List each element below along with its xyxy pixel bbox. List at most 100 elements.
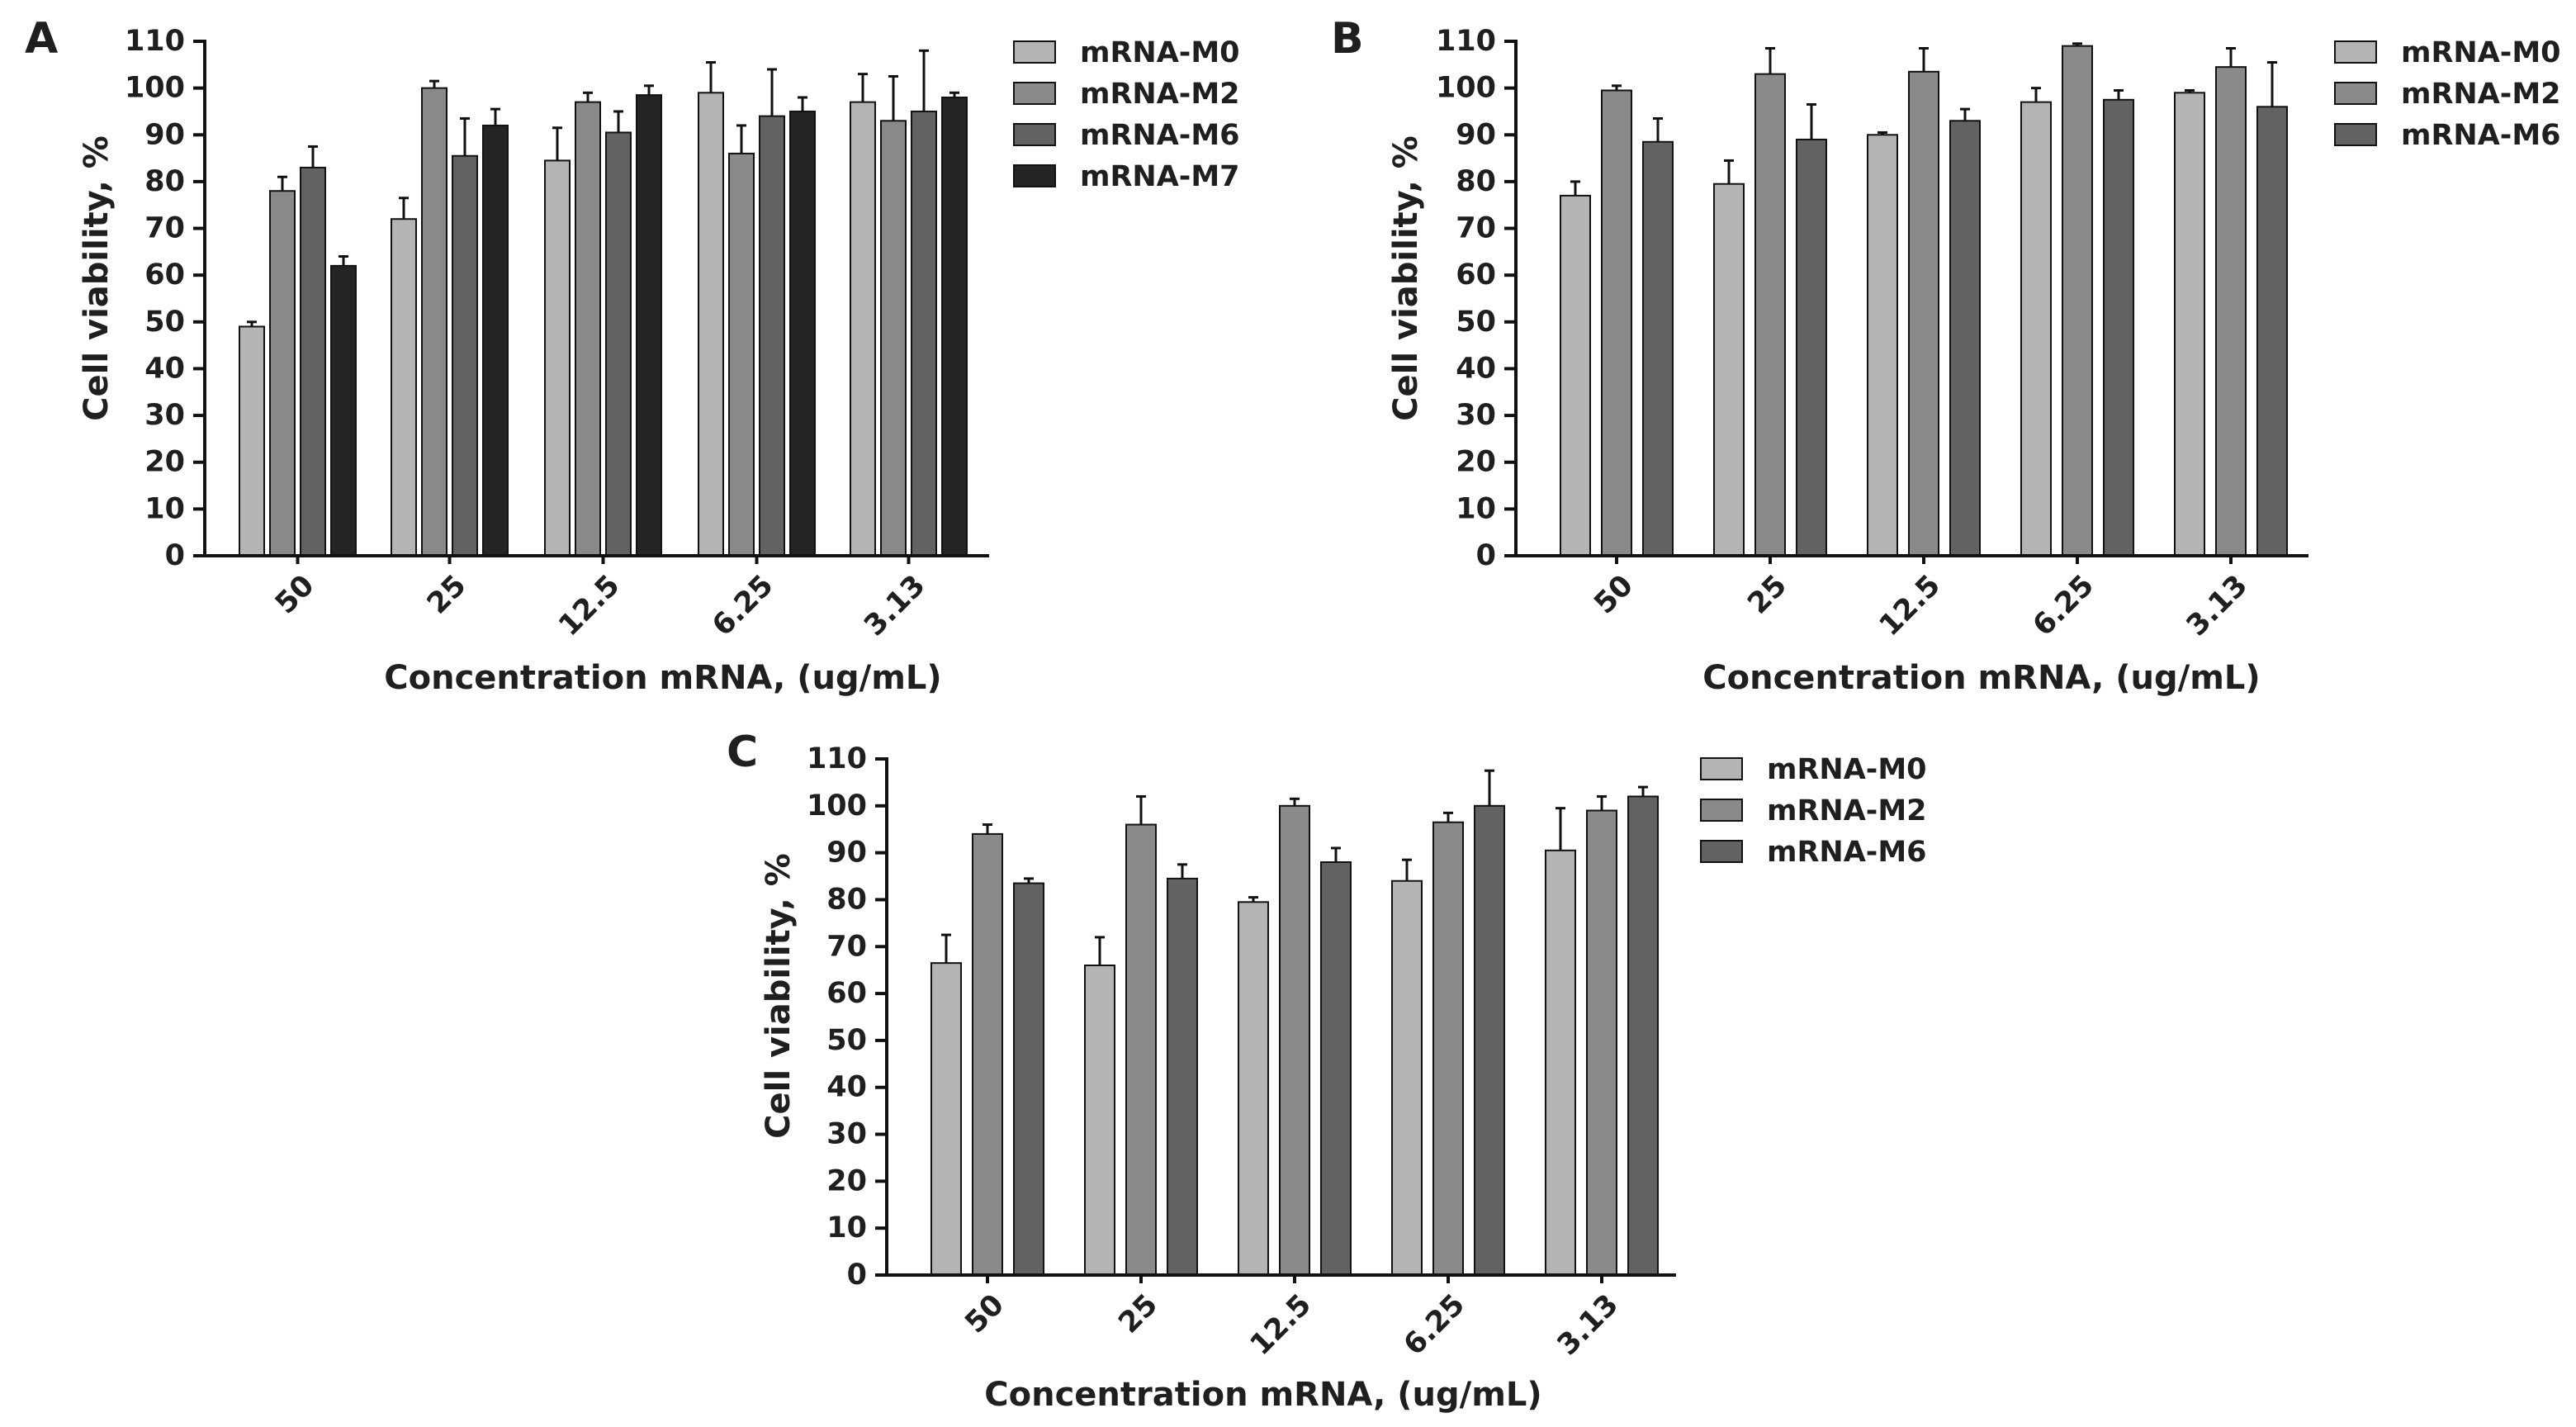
- panel-b-legend-swatch-mrna-m0: [2334, 40, 2377, 64]
- panel-c-bar-mrna-m2-6.25: [1432, 821, 1464, 1276]
- panel-c-x-axis-label: Concentration mRNA, (ug/mL): [984, 1376, 1541, 1414]
- panel-b-bar-mrna-m6-50: [1642, 140, 1674, 557]
- panel-c-y-tick-label: 100: [807, 789, 867, 823]
- panel-a-y-tick-label: 80: [144, 165, 185, 198]
- panel-b-y-tick-label: 40: [1456, 352, 1496, 385]
- panel-a-bar-mrna-m7-25: [482, 124, 509, 557]
- panel-b-letter: B: [1331, 14, 1364, 64]
- panel-a-legend-swatch-mrna-m6: [1013, 123, 1056, 146]
- panel-c-y-tick-label: 40: [826, 1071, 867, 1104]
- panel-c-x-tick-label: 50: [959, 1288, 1011, 1340]
- panel-a-legend-label-mrna-m0: mRNA-M0: [1080, 36, 1240, 69]
- panel-b-y-tick-label: 50: [1456, 306, 1496, 339]
- panel-b-x-tick-label: 12.5: [1873, 569, 1947, 642]
- panel-c-bar-mrna-m0-3.13: [1545, 849, 1576, 1276]
- panel-c-y-tick-label: 10: [826, 1211, 867, 1244]
- panel-b: B Cell viability, % Concentration mRNA, …: [1331, 14, 2561, 697]
- panel-a-bar-mrna-m0-25: [391, 218, 417, 557]
- panel-a-bar-mrna-m7-3.13: [941, 96, 968, 557]
- panel-b-y-tick-label: 80: [1456, 165, 1496, 198]
- panel-b-legend-label-mrna-m6: mRNA-M6: [2401, 119, 2561, 152]
- panel-a-x-tick-label: 12.5: [552, 569, 626, 642]
- panel-b-legend-swatch-mrna-m6: [2334, 123, 2377, 146]
- panel-c-legend-label-mrna-m6: mRNA-M6: [1767, 836, 1927, 869]
- panel-a-legend: mRNA-M0 mRNA-M2 mRNA-M6 mRNA-M7: [1013, 36, 1240, 193]
- panel-c-x-tick-label: 25: [1112, 1288, 1164, 1340]
- panel-c-bar-mrna-m6-50: [1013, 882, 1044, 1277]
- panel-c-y-tick-label: 30: [826, 1118, 867, 1151]
- panel-a-y-tick-label: 10: [144, 492, 185, 525]
- panel-c-y-tick-label: 50: [826, 1024, 867, 1057]
- panel-c-bar-mrna-m6-6.25: [1474, 804, 1505, 1276]
- panel-b-bar-mrna-m6-6.25: [2103, 98, 2134, 557]
- panel-b-plot: 50 25 12.5 6.25 3.13 0 10 20 30 40 50 60 70 80 90 100 11…: [1436, 25, 2308, 642]
- panel-a-bar-mrna-m2-12.5: [575, 101, 601, 557]
- panel-c-y-tick-label: 80: [826, 883, 867, 916]
- panel-a-legend-swatch-mrna-m2: [1013, 82, 1056, 105]
- panel-c-bar-mrna-m0-50: [930, 962, 962, 1276]
- panel-b-legend-swatch-mrna-m2: [2334, 82, 2377, 105]
- panel-b-legend: mRNA-M0 mRNA-M2 mRNA-M6: [2334, 36, 2561, 152]
- panel-a-bar-mrna-m2-6.25: [728, 152, 755, 557]
- panel-a-y-tick-label: 100: [125, 72, 185, 105]
- panel-a-y-tick-label: 60: [144, 258, 185, 292]
- panel-a-x-tick-label: 6.25: [706, 569, 779, 642]
- panel-c-legend-swatch-mrna-m2: [1700, 799, 1743, 822]
- panel-b-y-tick-label: 20: [1456, 446, 1496, 479]
- panel-a-bar-mrna-m0-3.13: [850, 101, 876, 557]
- panel-c-legend-label-mrna-m0: mRNA-M0: [1767, 753, 1927, 786]
- panel-b-y-tick-label: 0: [1476, 539, 1496, 572]
- panel-b-y-tick-label: 90: [1456, 118, 1496, 151]
- panel-c-legend-swatch-mrna-m0: [1700, 757, 1743, 780]
- panel-c-y-axis-label: Cell viability, %: [760, 853, 798, 1139]
- panel-a-y-tick-label: 50: [144, 306, 185, 339]
- panel-a-bar-mrna-m7-50: [330, 264, 357, 557]
- panel-b-bar-mrna-m2-12.5: [1908, 70, 1939, 557]
- panel-a-bar-mrna-m6-50: [300, 166, 326, 557]
- panel-c-x-tick-label: 3.13: [1551, 1288, 1625, 1362]
- panel-b-bar-mrna-m0-3.13: [2174, 92, 2205, 557]
- panel-c-bar-mrna-m6-3.13: [1627, 795, 1659, 1276]
- panel-a-legend-label-mrna-m6: mRNA-M6: [1080, 119, 1240, 152]
- panel-a-bar-mrna-m7-6.25: [789, 110, 816, 557]
- panel-b-bar-mrna-m0-25: [1713, 183, 1745, 557]
- panel-b-y-tick-label: 110: [1436, 25, 1496, 58]
- panel-a-letter: A: [25, 14, 58, 64]
- panel-a-y-tick-label: 90: [144, 118, 185, 151]
- panel-c-y-tick-label: 70: [826, 930, 867, 963]
- panel-a: A Cell viability, % Concentration mRNA, …: [25, 14, 1240, 697]
- panel-b-y-tick-label: 10: [1456, 492, 1496, 525]
- panel-c-bar-mrna-m6-12.5: [1320, 861, 1352, 1276]
- panel-a-bar-mrna-m0-6.25: [698, 92, 724, 557]
- panel-c-bar-mrna-m2-12.5: [1279, 804, 1310, 1276]
- panel-c-legend-swatch-mrna-m6: [1700, 840, 1743, 863]
- panel-a-x-tick-label: 50: [269, 569, 321, 621]
- panel-a-y-tick-label: 0: [165, 539, 185, 572]
- panel-a-legend-swatch-mrna-m7: [1013, 164, 1056, 187]
- panel-a-y-tick-label: 110: [125, 25, 185, 58]
- panel-b-x-tick-label: 25: [1741, 569, 1793, 621]
- panel-a-bar-mrna-m7-12.5: [636, 94, 662, 557]
- panel-c-y-tick-label: 0: [847, 1259, 867, 1292]
- panel-b-x-tick-label: 3.13: [2181, 569, 2254, 642]
- panel-a-bar-mrna-m6-12.5: [605, 131, 632, 557]
- panel-c-bar-mrna-m6-25: [1167, 877, 1198, 1276]
- panel-b-bar-mrna-m6-25: [1796, 138, 1827, 557]
- panel-a-bar-mrna-m6-3.13: [911, 110, 937, 557]
- panel-b-bar-mrna-m6-12.5: [1949, 120, 1981, 557]
- panel-b-bar-mrna-m0-12.5: [1867, 134, 1898, 557]
- panel-a-bar-mrna-m6-25: [452, 154, 478, 557]
- panel-b-x-tick-label: 6.25: [2027, 569, 2100, 642]
- panel-c-y-tick-label: 60: [826, 977, 867, 1010]
- panel-c-bar-mrna-m0-25: [1084, 965, 1115, 1276]
- panel-a-y-tick-label: 30: [144, 399, 185, 432]
- panel-b-bar-mrna-m6-3.13: [2256, 106, 2288, 557]
- panel-a-bar-mrna-m2-50: [269, 190, 296, 557]
- panel-c-y-tick-label: 90: [826, 837, 867, 870]
- panel-b-y-tick-label: 30: [1456, 399, 1496, 432]
- panel-c-legend-label-mrna-m2: mRNA-M2: [1767, 794, 1927, 827]
- panel-b-y-tick-label: 100: [1436, 72, 1496, 105]
- panel-a-y-axis-label: Cell viability, %: [78, 135, 116, 421]
- panel-b-bar-mrna-m2-3.13: [2215, 66, 2247, 557]
- panel-c-y-tick-label: 110: [807, 742, 867, 775]
